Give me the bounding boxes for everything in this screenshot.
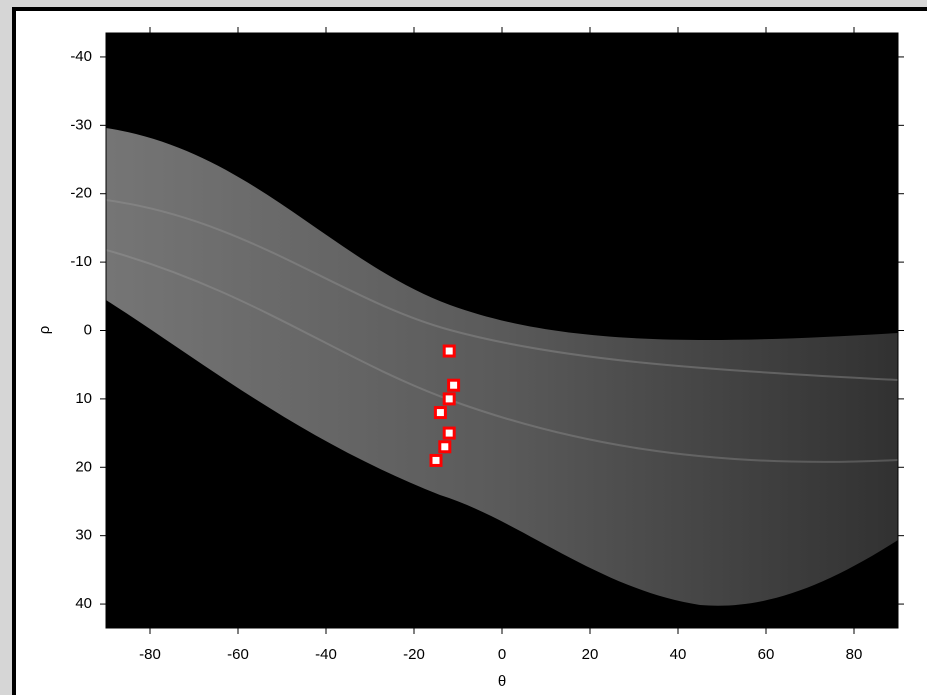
y-tick-label: -30 [70,116,92,133]
x-tick-label: -60 [227,646,249,663]
peak-marker [438,440,452,454]
x-tick-label: 0 [498,646,506,663]
x-tick-label: -80 [139,646,161,663]
band-texture [106,199,898,381]
x-tick-label: 80 [846,646,863,663]
y-tick-label: 30 [75,527,92,544]
y-tick-label: 0 [84,321,92,338]
peak-marker [447,378,461,392]
x-axis-label: θ [498,673,506,690]
x-tick-label: 40 [670,646,687,663]
x-tick-label: -40 [315,646,337,663]
y-tick-label: 40 [75,595,92,612]
band-shape [106,128,898,606]
x-tick-label: 20 [582,646,599,663]
peak-marker [442,344,456,358]
x-tick-label: -20 [403,646,425,663]
x-tick-label: 60 [758,646,775,663]
y-tick-label: -40 [70,48,92,65]
peak-marker [429,453,443,467]
y-tick-label: -20 [70,185,92,202]
peak-marker [442,426,456,440]
peak-marker [442,392,456,406]
peak-marker [433,406,447,420]
y-tick-label: 10 [75,390,92,407]
y-tick-label: -10 [70,253,92,270]
y-tick-label: 20 [75,458,92,475]
y-axis-label: ρ [36,326,53,335]
